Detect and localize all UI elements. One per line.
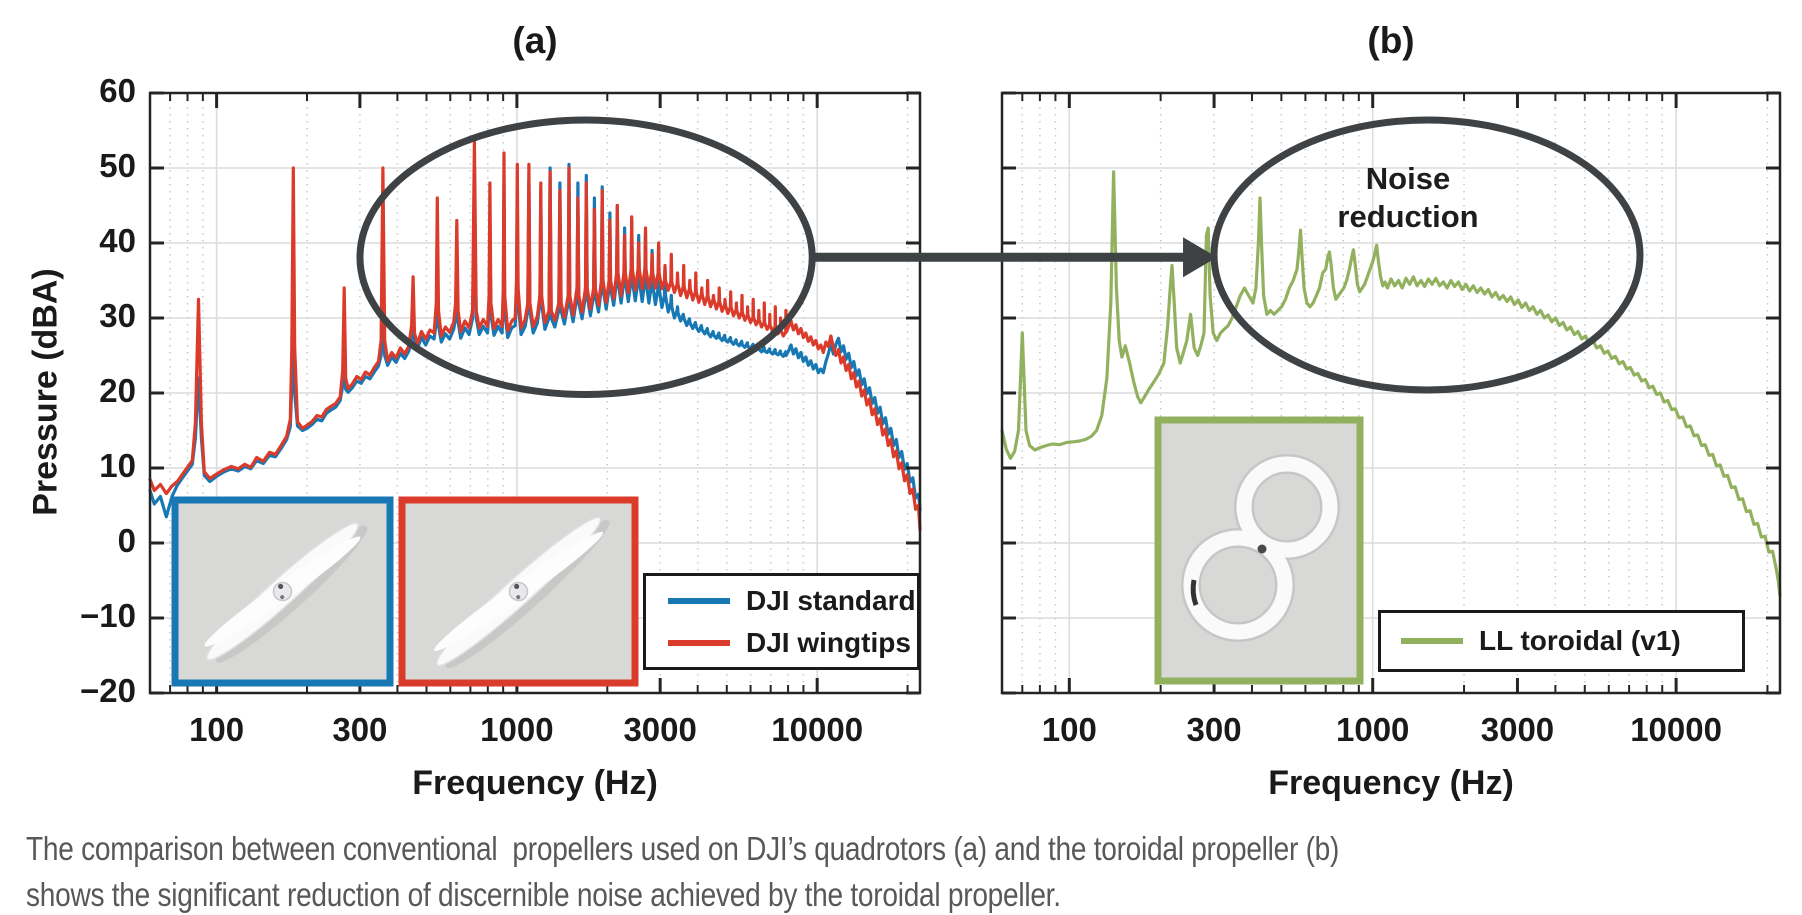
propeller-blade-art — [204, 522, 368, 663]
y-tick-label: 10 — [99, 447, 136, 484]
toroidal-propeller-art — [1181, 454, 1340, 642]
series-dji-wingtips — [148, 140, 922, 532]
dji-wingtips-legend-label: DJI wingtips — [746, 626, 911, 658]
dji-wingtips-line-sample — [668, 639, 730, 646]
y-tick-label: 0 — [117, 522, 136, 559]
legend-row-ll-toroidal: LL toroidal (v1) — [1401, 625, 1742, 657]
x-tick-label: 300 — [1186, 711, 1242, 748]
ll-toroidal-legend-label: LL toroidal (v1) — [1479, 625, 1681, 656]
y-tick-label: 30 — [99, 297, 136, 334]
noise-reduction-line-1: Noise — [1365, 161, 1451, 196]
y-tick-label: −20 — [80, 672, 136, 709]
x-tick-label: 100 — [189, 711, 245, 748]
panel-b-legend: LL toroidal (v1) — [1378, 610, 1745, 672]
legend-row-dji-standard: DJI standard — [668, 585, 917, 617]
panel-b-x-axis-label: Frequency (Hz) — [1268, 764, 1514, 802]
y-tick-label: 50 — [99, 147, 136, 184]
noise-reduction-line-2: reduction — [1337, 198, 1479, 234]
figure-caption: The comparison between conventional prop… — [26, 826, 1522, 915]
dji-standard-line-sample — [668, 597, 730, 604]
panel-a-title: (a) — [512, 20, 558, 61]
x-tick-label: 3000 — [1480, 711, 1555, 748]
legend-row-dji-wingtips: DJI wingtips — [668, 627, 917, 659]
x-tick-label: 1000 — [1335, 711, 1410, 748]
panel-b-annotation-ellipse — [1210, 116, 1644, 394]
x-tick-label: 100 — [1041, 711, 1097, 748]
caption-line-1: The comparison between conventional prop… — [26, 830, 1340, 867]
panel-a-x-axis-label: Frequency (Hz) — [412, 764, 658, 802]
y-tick-label: 60 — [99, 72, 136, 109]
series-ll-toroidal-v1- — [1000, 170, 1782, 598]
panel-a-legend: DJI standard DJI wingtips — [643, 573, 920, 670]
propeller-blade-art — [434, 516, 610, 669]
y-tick-label: 40 — [99, 222, 136, 259]
x-tick-label: 10000 — [771, 711, 864, 748]
ll-toroidal-line-sample — [1401, 638, 1463, 644]
plots-canvas — [148, 91, 1782, 695]
noise-reduction-arrowhead — [1183, 237, 1218, 278]
panel-b-title: (b) — [1367, 20, 1415, 61]
dji-standard-legend-label: DJI standard — [746, 584, 916, 616]
x-tick-label: 3000 — [623, 711, 697, 748]
panel-a-annotation-ellipse — [356, 116, 816, 398]
noise-reduction-annotation: Noise reduction — [1337, 160, 1478, 236]
x-tick-label: 1000 — [480, 711, 554, 748]
x-tick-label: 300 — [332, 711, 388, 748]
y-tick-label: 20 — [99, 372, 136, 409]
x-tick-label: 10000 — [1630, 711, 1722, 748]
caption-line-2: shows the significant reduction of disce… — [26, 875, 1061, 913]
y-tick-label: −10 — [80, 597, 136, 634]
